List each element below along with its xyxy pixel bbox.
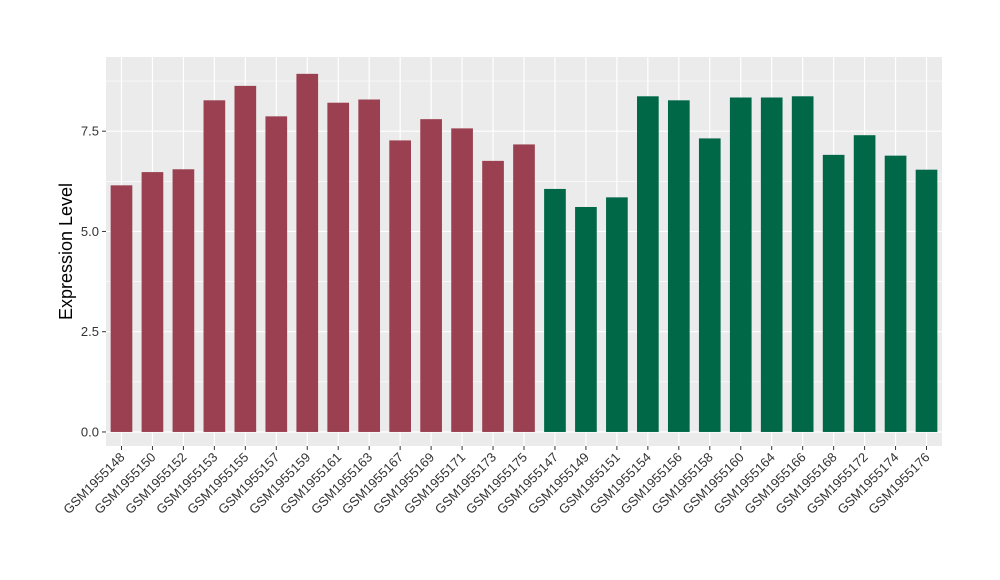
y-axis: 0.0 2.5 5.0 7.5 [81,124,106,439]
bar-GSM1955156 [667,100,690,432]
bar-GSM1955175 [513,144,535,432]
bar-GSM1955159 [296,73,319,432]
bar-GSM1955148 [110,185,133,432]
bar-GSM1955152 [172,169,195,432]
y-tick-label: 5.0 [81,224,99,239]
y-tick-label: 2.5 [81,324,99,339]
bar-GSM1955174 [884,155,907,432]
bar-GSM1955173 [482,160,504,432]
bar-GSM1955149 [575,206,597,432]
x-axis: GSM1955148GSM1955150GSM1955152GSM1955153… [60,446,933,517]
bar-GSM1955176 [915,169,938,432]
bar-GSM1955167 [389,140,411,432]
bar-GSM1955172 [853,135,876,432]
bar-GSM1955168 [822,154,845,432]
bar-GSM1955169 [420,119,442,432]
bar-GSM1955158 [698,138,721,432]
bar-GSM1955150 [141,172,164,432]
bar-GSM1955166 [791,96,814,432]
bar-GSM1955164 [760,97,783,432]
bar-GSM1955147 [544,188,566,432]
bar-GSM1955153 [203,100,226,432]
bar-GSM1955157 [265,116,288,432]
y-tick-label: 7.5 [81,124,99,139]
bar-GSM1955161 [327,102,350,432]
bar-GSM1955151 [606,197,628,432]
bar-GSM1955171 [451,128,473,432]
bar-GSM1955155 [234,85,257,432]
y-tick-label: 0.0 [81,424,99,439]
bar-GSM1955154 [637,96,659,432]
bars [110,73,938,432]
bar-GSM1955160 [729,97,752,432]
y-axis-title: Expression Level [56,183,76,320]
bar-GSM1955163 [358,99,381,432]
